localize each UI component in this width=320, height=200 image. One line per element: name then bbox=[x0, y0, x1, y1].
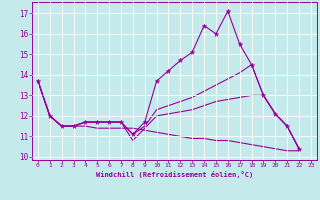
X-axis label: Windchill (Refroidissement éolien,°C): Windchill (Refroidissement éolien,°C) bbox=[96, 171, 253, 178]
